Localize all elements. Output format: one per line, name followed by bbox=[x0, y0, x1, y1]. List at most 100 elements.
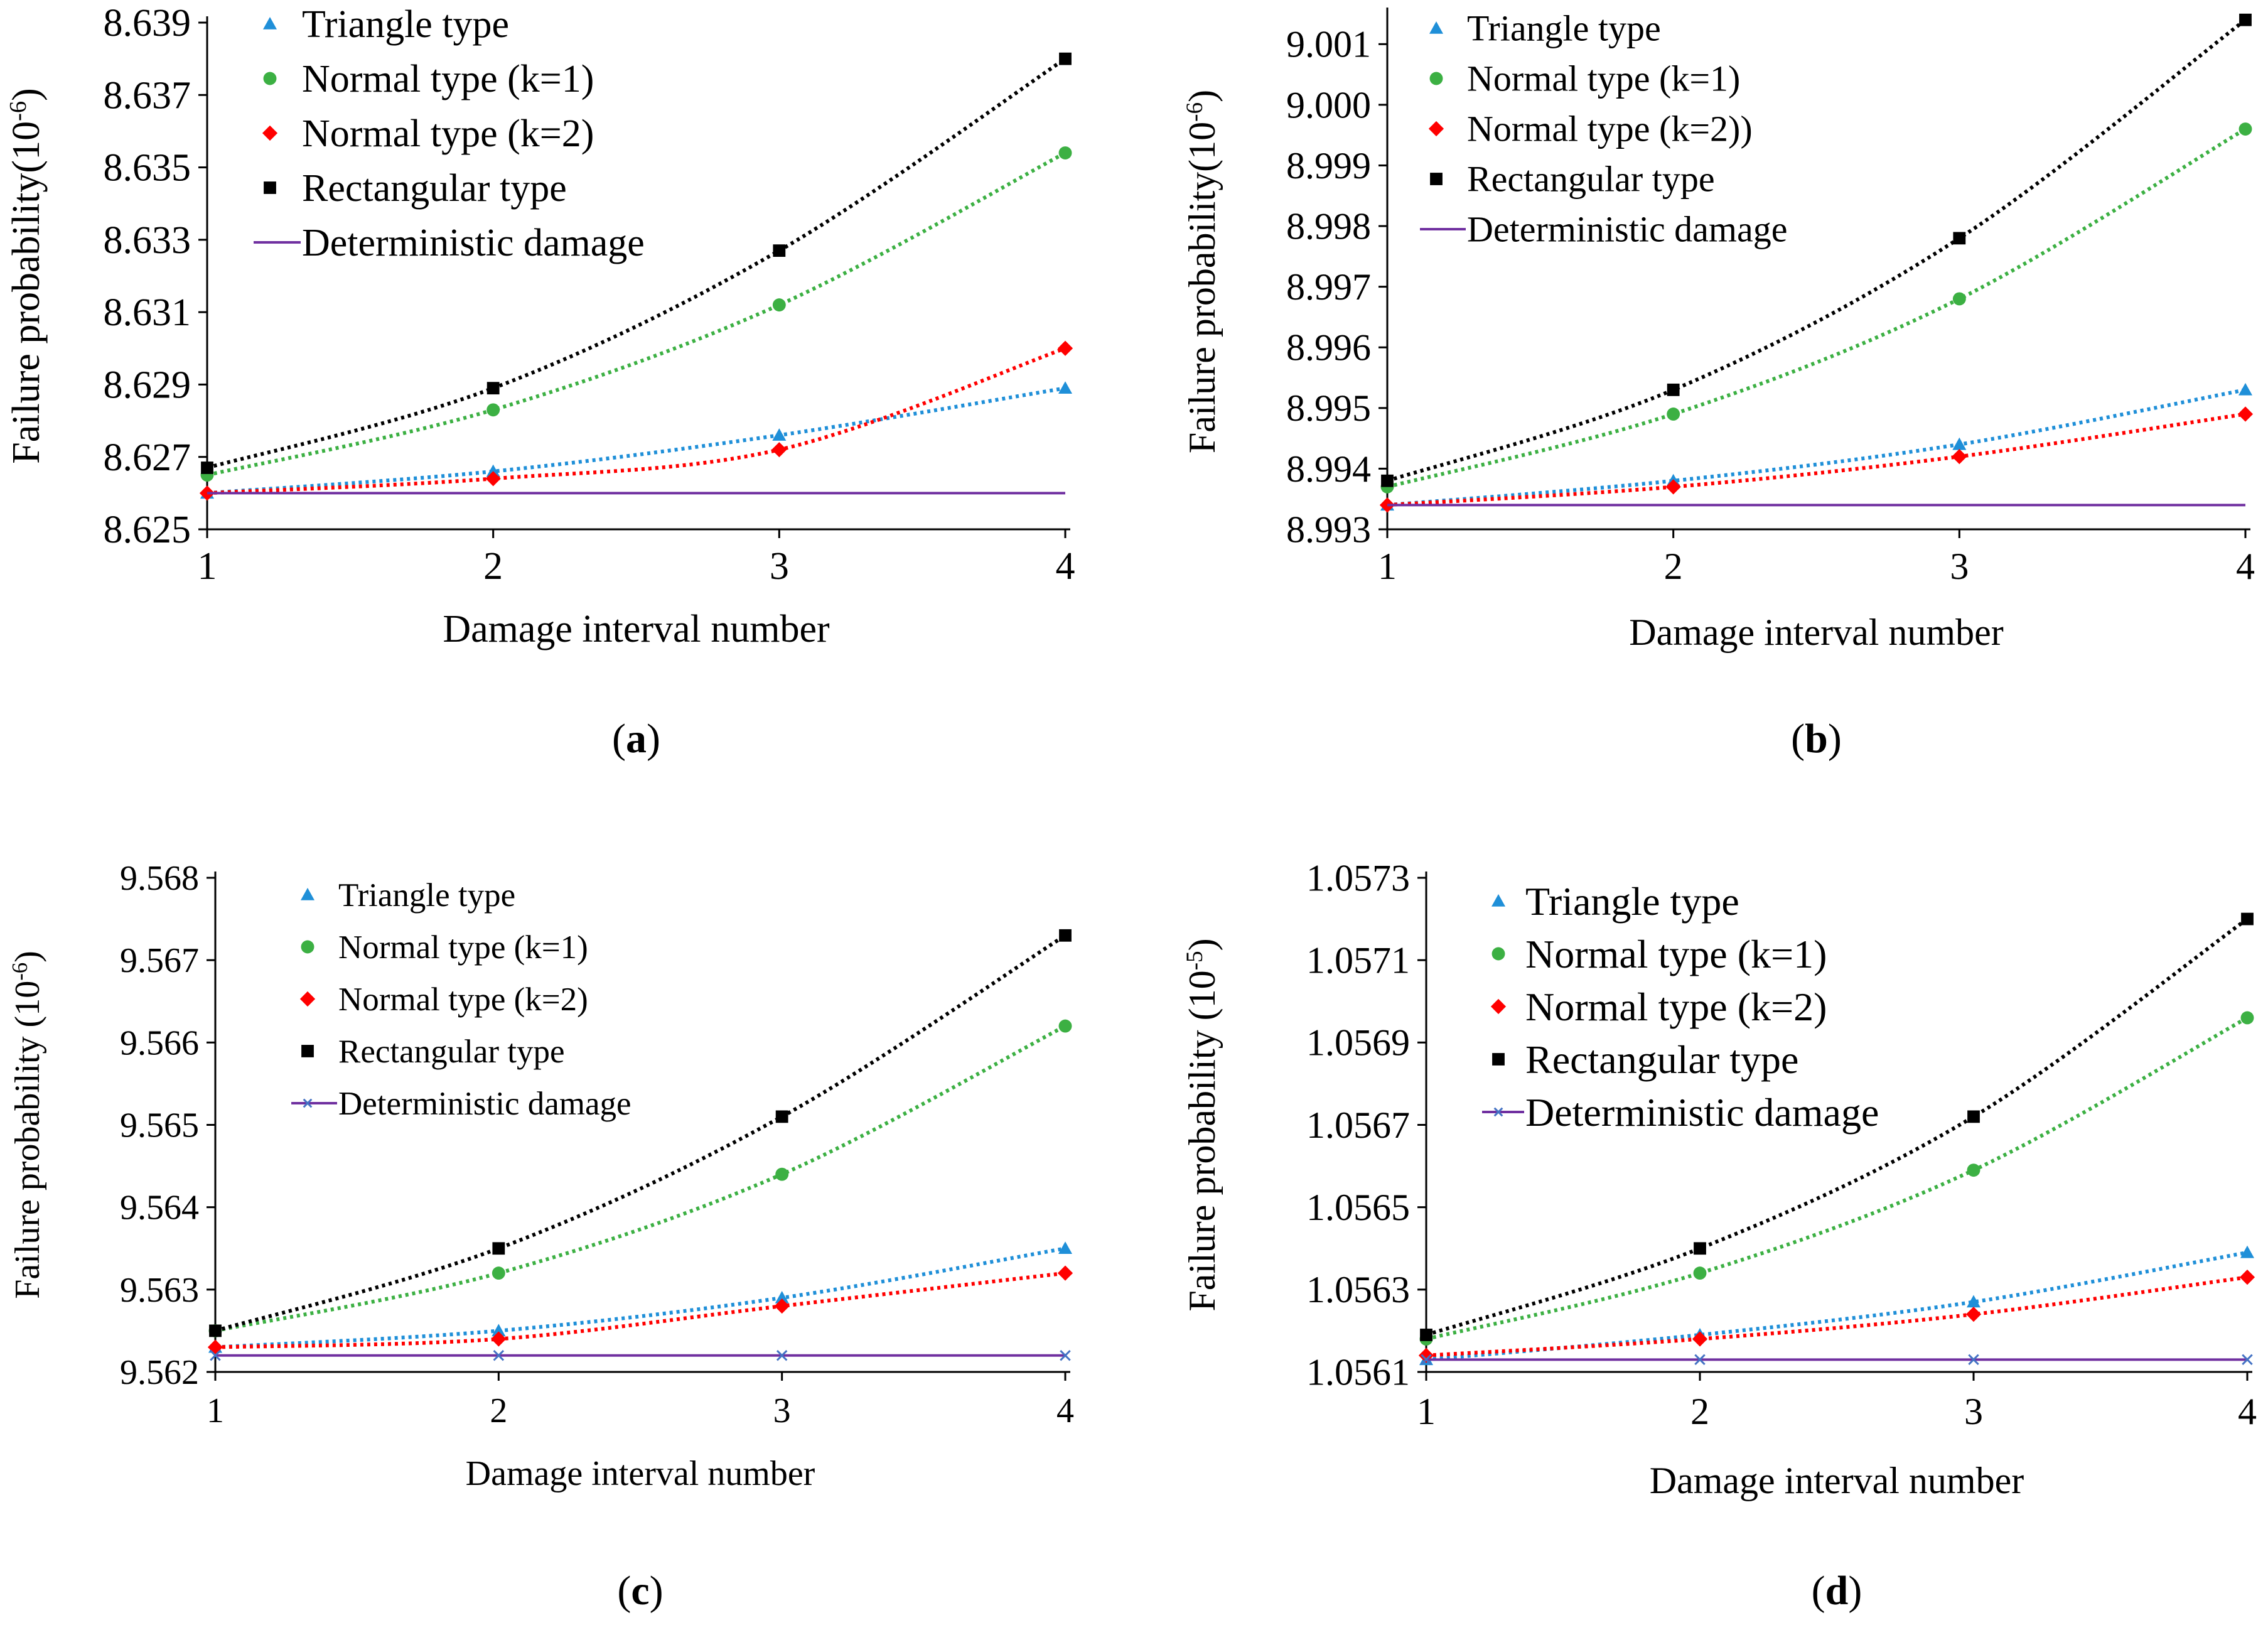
series-rectangular bbox=[209, 929, 1072, 1337]
x-marker-stroke bbox=[1493, 1107, 1503, 1117]
x-marker-stroke bbox=[1060, 1350, 1071, 1361]
legend-label-triangle: Triangle type bbox=[1467, 8, 1661, 49]
triangle-marker bbox=[492, 1324, 506, 1337]
panel-caption: (d) bbox=[1812, 1568, 1862, 1614]
square-marker bbox=[1059, 929, 1072, 942]
x-tick-label: 4 bbox=[1056, 1391, 1074, 1430]
y-tick-label: 9.568 bbox=[120, 859, 199, 898]
y-tick-label: 1.0561 bbox=[1306, 1351, 1410, 1393]
panel-caption: (a) bbox=[612, 716, 660, 762]
y-axis-title-close: ) bbox=[8, 951, 47, 963]
y-tick-label: 8.627 bbox=[104, 436, 191, 479]
y-axis-title: Failure probability (10-5) bbox=[1181, 938, 1223, 1311]
x-marker-stroke bbox=[1968, 1354, 1979, 1366]
triangle-marker bbox=[1429, 21, 1443, 34]
series-line-triangle bbox=[1426, 1250, 2248, 1362]
triangle-marker bbox=[1058, 1241, 1072, 1255]
series-line-rectangular bbox=[1426, 917, 2249, 1337]
triangle-marker bbox=[1491, 894, 1505, 907]
series-deterministic bbox=[210, 1350, 1071, 1361]
x-marker-stroke bbox=[2242, 1354, 2253, 1366]
series-line-normal_k1 bbox=[215, 1024, 1067, 1333]
series-line-normal_k2 bbox=[1387, 412, 2246, 507]
square-marker bbox=[2239, 13, 2252, 26]
y-axis-title-close: ) bbox=[5, 88, 48, 101]
y-tick-label: 9.562 bbox=[120, 1353, 199, 1392]
y-tick-label: 8.633 bbox=[104, 219, 191, 262]
y-axis-title-exponent: -6 bbox=[5, 101, 31, 121]
y-tick-label: 8.639 bbox=[104, 2, 191, 45]
legend-label-rectangular: Rectangular type bbox=[1525, 1037, 1798, 1082]
legend-label-normal_k2: Normal type (k=2) bbox=[338, 981, 588, 1018]
chart-panel-a: 8.625 8.627 8.629 8.631 8.633 8.635 8.637 8.639… bbox=[5, 2, 1075, 762]
y-tick-label: 1.0565 bbox=[1306, 1187, 1410, 1228]
diamond-marker bbox=[1665, 479, 1681, 495]
x-tick-label: 1 bbox=[207, 1391, 224, 1430]
square-marker bbox=[486, 382, 500, 395]
y-axis-title-exponent: -6 bbox=[8, 963, 32, 981]
y-tick-label: 9.001 bbox=[1286, 24, 1371, 65]
square-marker bbox=[1059, 52, 1072, 65]
y-tick-label: 1.0569 bbox=[1306, 1022, 1410, 1064]
x-marker bbox=[493, 1350, 505, 1361]
panel-caption-close: ) bbox=[1828, 716, 1842, 762]
x-tick-label: 1 bbox=[1378, 546, 1397, 587]
circle-marker bbox=[492, 1266, 505, 1280]
legend-label-deterministic: Deterministic damage bbox=[302, 222, 645, 264]
square-marker bbox=[209, 1324, 222, 1337]
y-axis-title-main: Failure probability(10 bbox=[5, 121, 48, 464]
circle-marker bbox=[2238, 122, 2252, 136]
diamond-marker bbox=[1965, 1307, 1982, 1322]
circle-marker bbox=[2240, 1011, 2254, 1025]
square-marker bbox=[264, 181, 276, 194]
y-tick-label: 9.000 bbox=[1286, 84, 1371, 126]
square-marker bbox=[1667, 383, 1680, 396]
y-axis-title-exponent: -5 bbox=[1182, 951, 1208, 970]
diamond-marker bbox=[1057, 1265, 1073, 1281]
legend-label-deterministic: Deterministic damage bbox=[338, 1086, 631, 1122]
diamond-marker bbox=[1692, 1331, 1708, 1347]
triangle-marker bbox=[775, 1290, 789, 1303]
square-marker bbox=[2241, 912, 2254, 926]
x-tick-label: 2 bbox=[1690, 1391, 1709, 1432]
x-marker bbox=[210, 1350, 221, 1361]
series-rectangular bbox=[1420, 912, 2254, 1341]
square-marker bbox=[1967, 1110, 1980, 1123]
chart-panel-d: 1.0561 1.0563 1.0565 1.0567 1.0569 1.0571 1.05… bbox=[1181, 857, 2257, 1614]
series-triangle bbox=[200, 381, 1072, 499]
square-marker bbox=[301, 1045, 314, 1057]
x-axis-title: Damage interval number bbox=[443, 608, 830, 650]
x-marker bbox=[776, 1350, 788, 1361]
legend-label-deterministic: Deterministic damage bbox=[1467, 209, 1788, 250]
diamond-marker bbox=[1490, 998, 1507, 1015]
square-marker bbox=[201, 461, 213, 474]
circle-marker bbox=[1967, 1163, 1980, 1177]
triangle-marker bbox=[2240, 1245, 2254, 1258]
diamond-marker bbox=[491, 1331, 507, 1347]
diamond-marker bbox=[1428, 121, 1444, 137]
legend-label-triangle: Triangle type bbox=[302, 3, 509, 46]
series-deterministic bbox=[1421, 1354, 2253, 1366]
diamond-marker bbox=[771, 442, 787, 458]
series-normal_k2 bbox=[1418, 1270, 2255, 1363]
series-triangle bbox=[1380, 382, 2252, 511]
square-marker bbox=[1430, 173, 1443, 185]
diamond-marker bbox=[2239, 1270, 2255, 1285]
triangle-marker bbox=[2238, 382, 2252, 396]
panel-caption-open: ( bbox=[612, 716, 626, 762]
legend: Triangle type Normal type (k=1) Normal typ… bbox=[1482, 879, 1879, 1135]
square-marker bbox=[1492, 1053, 1505, 1066]
panel-caption-letter: d bbox=[1825, 1568, 1849, 1614]
triangle-marker bbox=[263, 17, 277, 30]
circle-marker bbox=[1429, 72, 1443, 85]
circle-marker bbox=[1952, 292, 1966, 306]
y-tick-label: 1.0563 bbox=[1306, 1269, 1410, 1310]
y-tick-label: 8.995 bbox=[1286, 387, 1371, 429]
triangle-marker bbox=[486, 464, 500, 477]
square-marker bbox=[773, 244, 786, 257]
legend-label-rectangular: Rectangular type bbox=[302, 167, 567, 210]
legend-label-normal_k2: Normal type (k=2) bbox=[302, 112, 594, 155]
y-tick-label: 8.637 bbox=[104, 74, 191, 117]
x-tick-label: 1 bbox=[198, 545, 217, 588]
x-marker-stroke bbox=[776, 1350, 788, 1361]
